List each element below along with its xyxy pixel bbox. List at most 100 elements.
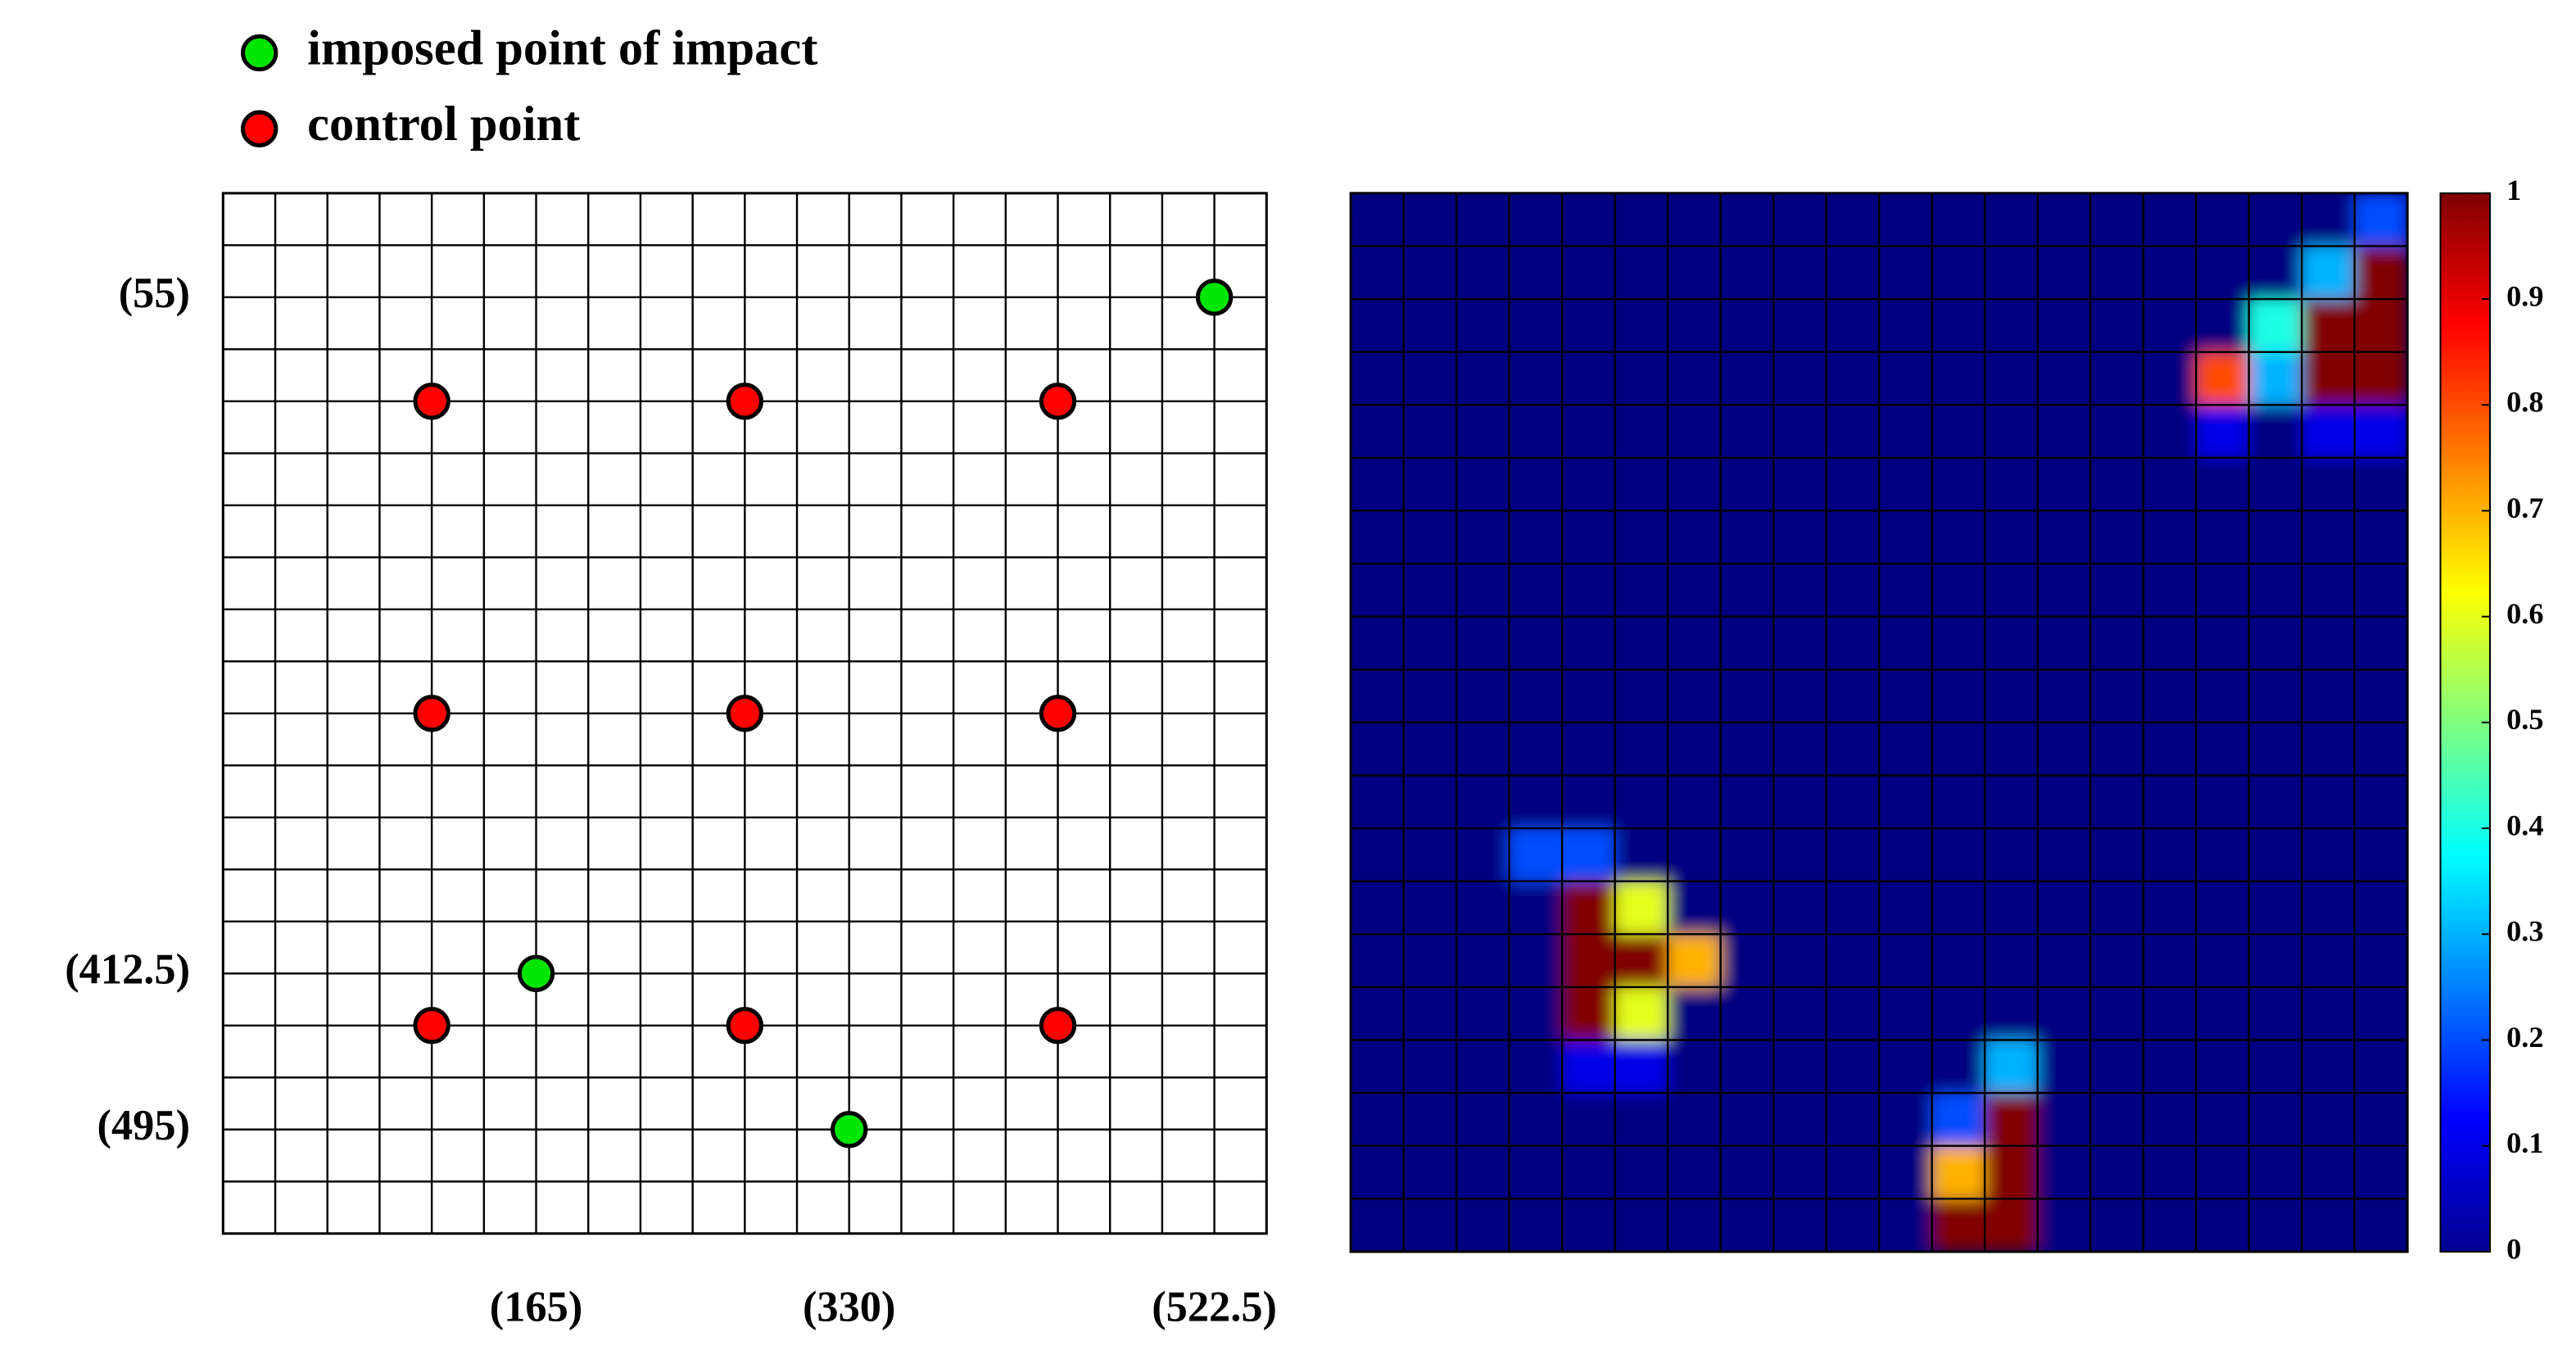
heatmap-cell — [2302, 986, 2356, 1041]
heatmap-cell — [1509, 1093, 1564, 1147]
heatmap-cell — [1985, 405, 2039, 459]
heatmap-cell — [1931, 881, 1986, 936]
heatmap-cell — [2354, 881, 2408, 936]
heatmap-cell — [1403, 616, 1458, 671]
heatmap-cell — [1562, 510, 1616, 565]
heatmap-cell — [1562, 934, 1616, 988]
heatmap-cell — [1668, 193, 1722, 247]
heatmap-cell — [2196, 246, 2250, 301]
heatmap-cell — [2302, 1199, 2356, 1252]
legend-marker — [241, 34, 278, 72]
heatmap-cell — [1456, 669, 1510, 723]
heatmap-cell — [2090, 828, 2144, 882]
heatmap-cell — [1720, 457, 1775, 512]
heatmap-cell — [2037, 1040, 2092, 1094]
heatmap-cell — [1720, 986, 1775, 1041]
heatmap-cell — [1720, 405, 1775, 459]
heatmap-cell — [2196, 351, 2250, 406]
colorbar-tick-label: 0.9 — [2506, 279, 2543, 312]
heatmap-cell — [1351, 669, 1405, 723]
heatmap-cell — [2354, 246, 2408, 301]
heatmap-cell — [2354, 986, 2408, 1041]
heatmap-cell — [1614, 775, 1669, 830]
heatmap-cell — [1720, 564, 1775, 618]
heatmap-cell — [1773, 722, 1827, 777]
heatmap-cell — [1720, 722, 1775, 777]
heatmap-cell — [1985, 1040, 2039, 1094]
heatmap-cell — [1720, 299, 1775, 353]
heatmap-cell — [2037, 457, 2092, 512]
heatmap-cell — [1509, 1199, 1564, 1252]
heatmap-cell — [1879, 881, 1933, 936]
heatmap-cell — [1985, 1145, 2039, 1200]
heatmap-cell — [1985, 564, 2039, 618]
data-point — [413, 1007, 450, 1045]
heatmap-cell — [1931, 351, 1986, 406]
heatmap-cell — [2248, 405, 2303, 459]
heatmap-cell — [1826, 722, 1881, 777]
heatmap-cell — [1562, 775, 1616, 830]
heatmap-cell — [1773, 881, 1827, 936]
colorbar-tick-label: 0.7 — [2506, 492, 2543, 524]
heatmap-cell — [1562, 351, 1616, 406]
heatmap-cell — [1562, 616, 1616, 671]
heatmap-cell — [2090, 193, 2144, 247]
heatmap-cell — [1826, 986, 1881, 1041]
heatmap-cell — [1403, 299, 1458, 353]
heatmap-cell — [1456, 775, 1510, 830]
heatmap-cell — [2090, 669, 2144, 723]
heatmap-cell — [1773, 351, 1827, 406]
heatmap-cell — [1879, 986, 1933, 1041]
heatmap-cell — [1773, 669, 1827, 723]
heatmap-cell — [1456, 881, 1510, 936]
heatmap-cell — [1720, 1199, 1775, 1252]
data-point — [726, 695, 763, 732]
y-tick-label: (55) — [119, 270, 190, 317]
heatmap-cell — [1931, 934, 1986, 988]
heatmap-cell — [1351, 564, 1405, 618]
heatmap-cell — [2354, 1040, 2408, 1094]
heatmap-cell — [2090, 1040, 2144, 1094]
heatmap-cell — [1668, 351, 1722, 406]
heatmap-cell — [1509, 1040, 1564, 1094]
heatmap-cell — [1509, 299, 1564, 353]
heatmap-cell — [2090, 246, 2144, 301]
heatmap-cell — [1773, 405, 1827, 459]
heatmap-cell — [1985, 351, 2039, 406]
heatmap-cell — [1562, 828, 1616, 882]
heatmap-cell — [2354, 351, 2408, 406]
heatmap-cell — [2302, 1040, 2356, 1094]
heatmap-cell — [1879, 1093, 1933, 1147]
heatmap-cell — [1351, 986, 1405, 1041]
heatmap-cell — [2302, 246, 2356, 301]
heatmap-cell — [2037, 1199, 2092, 1252]
heatmap-cell — [2196, 616, 2250, 671]
heatmap-cell — [1562, 986, 1616, 1041]
heatmap-cell — [1931, 1199, 1986, 1252]
heatmap-cell — [1456, 457, 1510, 512]
data-point — [1039, 383, 1077, 420]
heatmap-cell — [2248, 351, 2303, 406]
heatmap-cell — [1509, 934, 1564, 988]
heatmap-cell — [1509, 193, 1564, 247]
heatmap-cell — [2037, 510, 2092, 565]
data-point — [831, 1111, 868, 1149]
heatmap-cell — [1720, 193, 1775, 247]
heatmap-cell — [1614, 986, 1669, 1041]
heatmap-cell — [1985, 934, 2039, 988]
heatmap-cell — [1985, 986, 2039, 1041]
heatmap-cell — [1351, 1145, 1405, 1200]
heatmap-cell — [1614, 934, 1669, 988]
heatmap-cell — [2090, 616, 2144, 671]
heatmap-cell — [2302, 457, 2356, 512]
heatmap-cell — [1879, 193, 1933, 247]
heatmap-cell — [2143, 1040, 2198, 1094]
heatmap-cell — [1403, 1093, 1458, 1147]
heatmap-cell — [2143, 510, 2198, 565]
heatmap-cell — [2196, 510, 2250, 565]
heatmap-cell — [1826, 351, 1881, 406]
heatmap-cell — [1879, 1040, 1933, 1094]
heatmap-cell — [1826, 1199, 1881, 1252]
heatmap-cell — [2143, 299, 2198, 353]
